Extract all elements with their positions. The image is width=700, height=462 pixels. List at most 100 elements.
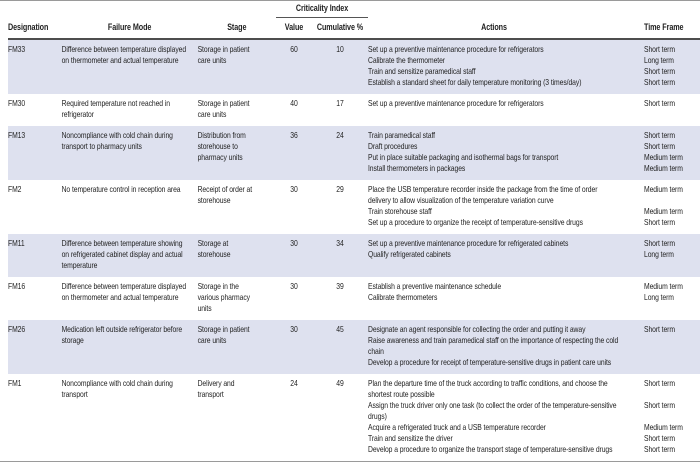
table-row: FM16 Difference between temperature disp… <box>8 277 700 320</box>
header-labels-row: Designation Failure Mode Stage Value Cum… <box>8 18 700 40</box>
action-text: Establish a standard sheet for daily tem… <box>368 77 582 87</box>
action-text: Develop a procedure to organize the tran… <box>368 444 613 454</box>
table-row: FM13 Noncompliance with cold chain durin… <box>8 126 700 180</box>
action-text: Acquire a refrigerated truck and a USB t… <box>368 422 546 432</box>
action-item: Plan the departure time of the truck acc… <box>368 378 700 400</box>
actions-cell: Set up a preventive maintenance procedur… <box>368 98 700 109</box>
action-time-frame: Short term <box>644 378 675 388</box>
criticality-value-cell: 40 <box>290 98 298 108</box>
failure-mode-cell: Noncompliance with cold chain during tra… <box>61 130 173 151</box>
action-text: Qualify refrigerated cabinets <box>368 249 451 259</box>
designation-cell: FM33 <box>8 44 26 54</box>
stage-cell: Storage in patient care units <box>197 98 250 119</box>
action-time-frame: Medium term <box>644 152 683 162</box>
criticality-value-cell: 30 <box>290 238 298 248</box>
criticality-value-cell: 36 <box>290 130 298 140</box>
action-time-frame: Medium term <box>644 184 683 194</box>
actions-cell: Train paramedical staff Short term Draft… <box>368 130 700 174</box>
action-time-frame: Short term <box>644 217 675 227</box>
criticality-value-cell: 30 <box>290 324 298 334</box>
action-text: Train and sensitize the driver <box>368 433 453 443</box>
action-item: Develop a procedure to organize the tran… <box>368 444 700 455</box>
actions-cell: Designate an agent responsible for colle… <box>368 324 700 368</box>
action-text: Assign the truck driver only one task (t… <box>368 400 617 421</box>
table-row: FM1 Noncompliance with cold chain during… <box>8 374 700 461</box>
action-item: Establish a standard sheet for daily tem… <box>368 77 700 88</box>
failure-mode-cell: Medication left outside refrigerator bef… <box>61 324 183 345</box>
action-time-frame: Long term <box>644 55 674 65</box>
failure-mode-cell: Difference between temperature displayed… <box>61 281 187 302</box>
criticality-value-cell: 30 <box>290 281 298 291</box>
failure-mode-cell: No temperature control in reception area <box>61 184 181 194</box>
value-column-header: Value <box>284 22 304 32</box>
cumulative-pct-cell: 29 <box>336 184 344 194</box>
action-item: Set up a preventive maintenance procedur… <box>368 98 700 109</box>
action-item: Set up a procedure to organize the recei… <box>368 217 700 228</box>
action-item: Calibrate the thermometer Long term <box>368 55 700 66</box>
stage-cell: Storage in patient care units <box>197 324 250 345</box>
actions-cell: Plan the departure time of the truck acc… <box>368 378 700 455</box>
actions-cell: Place the USB temperature recorder insid… <box>368 184 700 228</box>
cumulative-pct-cell: 24 <box>336 130 344 140</box>
action-time-frame: Short term <box>644 400 675 410</box>
table-row: FM11 Difference between temperature show… <box>8 234 700 277</box>
failure-mode-cell: Noncompliance with cold chain during tra… <box>61 378 173 399</box>
action-item: Develop a procedure for receipt of tempe… <box>368 357 700 368</box>
stage-cell: Distribution from storehouse to pharmacy… <box>197 130 246 162</box>
designation-cell: FM16 <box>8 281 26 291</box>
action-time-frame: Long term <box>644 249 674 259</box>
action-item: Designate an agent responsible for colle… <box>368 324 700 335</box>
action-time-frame: Short term <box>644 98 675 108</box>
actions-cell: Set up a preventive maintenance procedur… <box>368 238 700 260</box>
action-text: Train storehouse staff <box>368 206 432 216</box>
criticality-value-cell: 24 <box>290 378 298 388</box>
action-time-frame: Short term <box>644 130 675 140</box>
action-time-frame: Medium term <box>644 206 683 216</box>
failure-mode-column-header: Failure Mode <box>107 22 152 32</box>
table-body: FM33 Difference between temperature disp… <box>8 40 700 461</box>
action-text: Raise awareness and train paramedical st… <box>368 335 619 356</box>
action-text: Establish a preventive maintenance sched… <box>368 281 502 291</box>
action-item: Set up a preventive maintenance procedur… <box>368 44 700 55</box>
action-time-frame: Short term <box>644 77 675 87</box>
stage-cell: Receipt of order at storehouse <box>197 184 253 205</box>
header-span-row: Criticality Index <box>8 1 700 18</box>
criticality-value-cell: 30 <box>290 184 298 194</box>
failure-mode-cell: Difference between temperature displayed… <box>61 44 187 65</box>
action-text: Install thermometers in packages <box>368 163 466 173</box>
designation-cell: FM11 <box>8 238 25 248</box>
cumulative-pct-cell: 17 <box>336 98 344 108</box>
designation-cell: FM1 <box>8 378 22 388</box>
time-frame-column-header: Time Frame <box>644 22 684 32</box>
action-text: Plan the departure time of the truck acc… <box>368 378 608 399</box>
action-text: Train and sensitize paramedical staff <box>368 66 476 76</box>
failure-mode-cell: Required temperature not reached in refr… <box>61 98 170 119</box>
cumulative-pct-column-header: Cumulative % <box>316 22 364 32</box>
designation-cell: FM26 <box>8 324 26 334</box>
action-time-frame: Short term <box>644 141 675 151</box>
action-text: Calibrate the thermometer <box>368 55 445 65</box>
action-item: Train storehouse staff Medium term <box>368 206 700 217</box>
action-item: Train and sensitize the driver Short ter… <box>368 433 700 444</box>
action-time-frame: Short term <box>644 66 675 76</box>
table-row: FM33 Difference between temperature disp… <box>8 40 700 94</box>
table-row: FM2 No temperature control in reception … <box>8 180 700 234</box>
action-text: Put in place suitable packaging and isot… <box>368 152 559 162</box>
action-item: Calibrate thermometers Long term <box>368 292 700 303</box>
action-time-frame: Short term <box>644 433 675 443</box>
action-item: Set up a preventive maintenance procedur… <box>368 238 700 249</box>
action-time-frame: Medium term <box>644 422 683 432</box>
stage-cell: Delivery and transport <box>197 378 235 399</box>
cumulative-pct-cell: 45 <box>336 324 344 334</box>
action-item: Place the USB temperature recorder insid… <box>368 184 700 206</box>
action-text: Place the USB temperature recorder insid… <box>368 184 598 205</box>
action-time-frame: Long term <box>644 292 674 302</box>
actions-cell: Establish a preventive maintenance sched… <box>368 281 700 303</box>
cumulative-pct-cell: 39 <box>336 281 344 291</box>
action-text: Set up a preventive maintenance procedur… <box>368 44 544 54</box>
action-text: Set up a procedure to organize the recei… <box>368 217 583 227</box>
table-row: FM30 Required temperature not reached in… <box>8 94 700 126</box>
action-text: Calibrate thermometers <box>368 292 438 302</box>
